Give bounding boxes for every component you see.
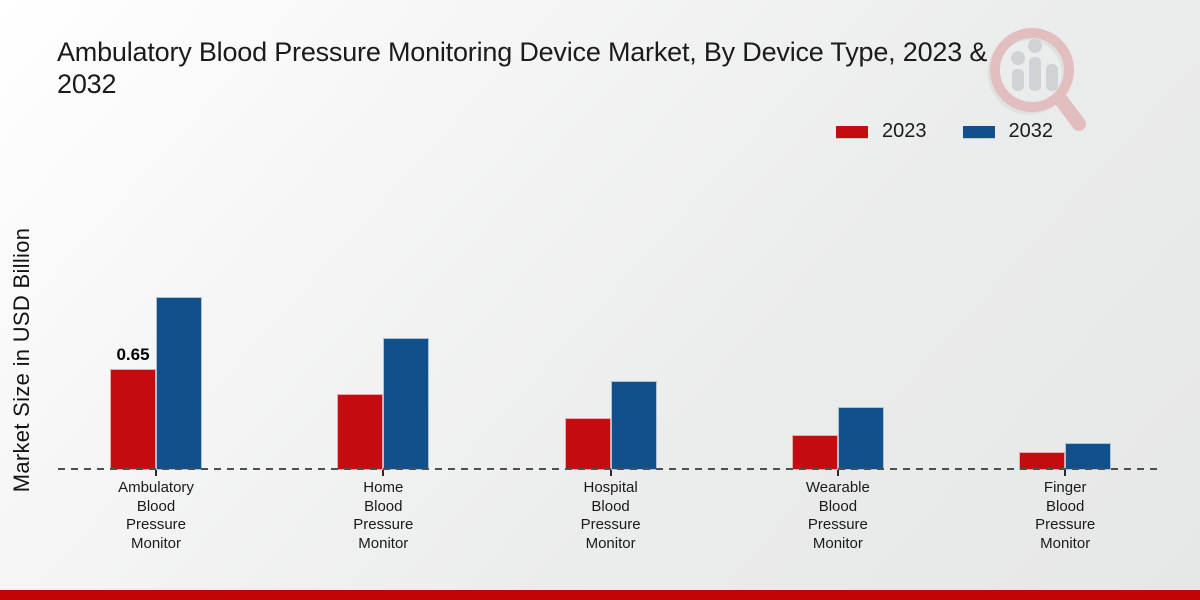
bar-2023-category-2: [564, 418, 611, 470]
category-label-2: Hospital Blood Pressure Monitor: [580, 479, 641, 552]
chart-title: Ambulatory Blood Pressure Monitoring Dev…: [57, 36, 1200, 100]
bar-value-label: 0.65: [116, 345, 150, 364]
x-axis-baseline: [58, 468, 1158, 470]
chart-title-line1: Ambulatory Blood Pressure Monitoring Dev…: [57, 37, 988, 67]
legend: 2023 2032: [836, 120, 1053, 143]
bar-2032-category-0: [156, 297, 202, 470]
category-label-4: Finger Blood Pressure Monitor: [1035, 479, 1096, 552]
x-axis-tick: [609, 470, 612, 476]
legend-item-2032: 2032: [962, 120, 1054, 143]
chart-title-line2: 2032: [57, 69, 117, 99]
legend-item-2023: 2023: [836, 120, 927, 143]
x-axis-tick: [382, 470, 385, 476]
bar-2023-category-0: [110, 369, 156, 470]
category-label-1: Home Blood Pressure Monitor: [353, 479, 414, 552]
legend-swatch-2023: [836, 125, 868, 138]
bar-2032-category-3: [837, 407, 884, 470]
bar-2023-category-3: [791, 435, 838, 470]
bar-2032-category-2: [610, 381, 657, 470]
category-label-0: Ambulatory Blood Pressure Monitor: [118, 479, 194, 552]
x-axis-tick: [1064, 470, 1067, 476]
magnifier-bar-chart-logo-icon: [987, 28, 1086, 131]
x-axis-tick: [155, 470, 157, 476]
category-label-3: Wearable Blood Pressure Monitor: [805, 479, 870, 552]
bar-2023-category-1: [337, 394, 384, 470]
legend-label-2032: 2032: [1008, 120, 1054, 142]
bar-2032-category-4: [1065, 443, 1112, 470]
x-axis-tick: [836, 470, 839, 476]
bar-2032-category-1: [383, 338, 430, 470]
footer-accent-strip: [0, 590, 1200, 600]
legend-swatch-2032: [962, 125, 995, 138]
legend-label-2023: 2023: [882, 120, 927, 142]
